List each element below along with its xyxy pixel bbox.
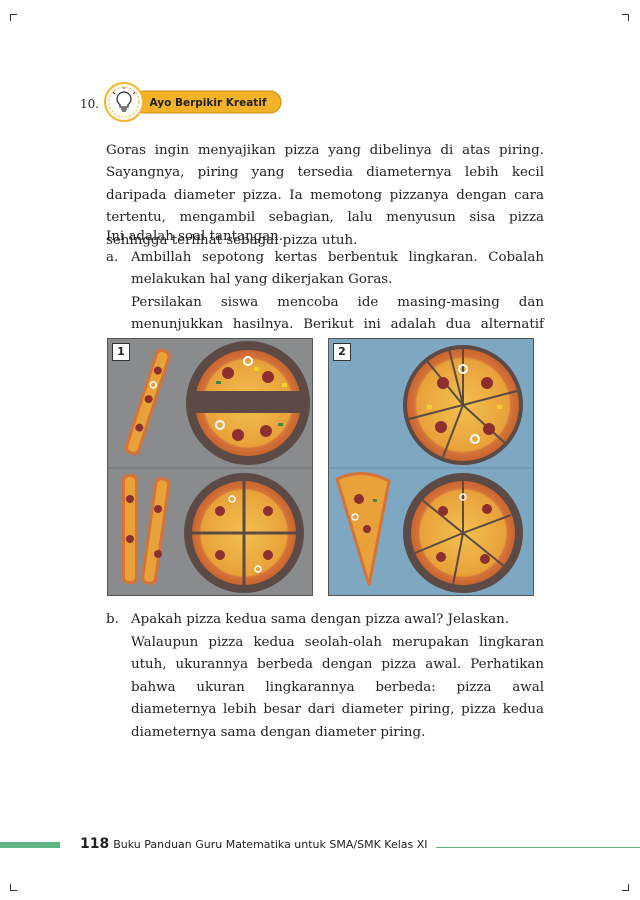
- panel-1: 1: [107, 338, 313, 596]
- crop-mark: [622, 14, 629, 21]
- badge-label: Ayo Berpikir Kreatif: [149, 97, 266, 109]
- crop-mark: [622, 884, 629, 891]
- panel-2: 2: [328, 338, 534, 596]
- pizza-figure: 1: [107, 338, 534, 596]
- crop-mark: [10, 884, 17, 891]
- question-number: 10.: [80, 97, 100, 111]
- ayo-berpikir-kreatif-badge: Ayo Berpikir Kreatif: [103, 82, 283, 126]
- page-number: 118: [80, 836, 110, 852]
- footer-accent-bar: [0, 842, 60, 848]
- part-a-label: a.: [106, 250, 119, 265]
- challenge-note: Ini adalah soal tantangan.: [106, 229, 284, 244]
- part-b-prompt: Apakah pizza kedua sama dengan pizza awa…: [131, 612, 509, 627]
- part-a-prompt: Ambillah sepotong kertas berbentuk lingk…: [131, 250, 544, 288]
- footer: 118 Buku Panduan Guru Matematika untuk SM…: [80, 836, 428, 852]
- pizza-toppings: [215, 356, 287, 441]
- book-title: Buku Panduan Guru Matematika untuk SMA/S…: [113, 838, 428, 851]
- panel-2-label: 2: [333, 343, 351, 361]
- part-b-answer: Walaupun pizza kedua seolah-olah merupak…: [131, 635, 544, 740]
- question-intro: Goras ingin menyajikan pizza yang dibeli…: [106, 143, 544, 248]
- lightbulb-icon: [112, 87, 136, 112]
- footer-rule: [436, 847, 640, 848]
- part-b-label: b.: [106, 612, 119, 627]
- crop-mark: [10, 14, 17, 21]
- panel-1-label: 1: [112, 343, 130, 361]
